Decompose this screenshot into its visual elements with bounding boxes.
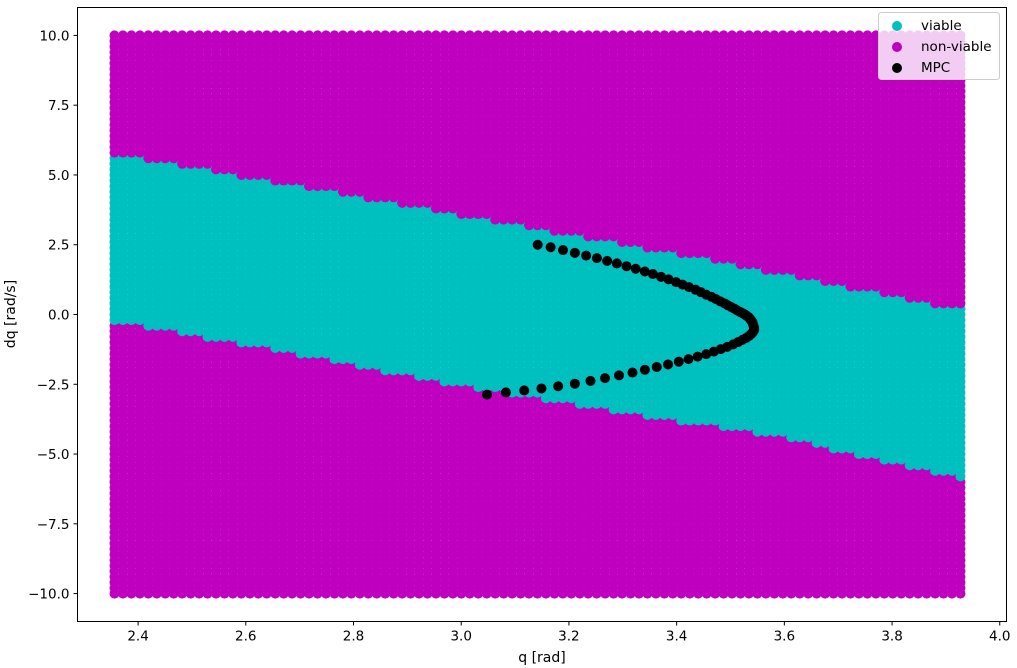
non-viable-point xyxy=(134,30,145,41)
non-viable-point xyxy=(109,30,120,41)
non-viable-point xyxy=(151,30,162,41)
non-viable-point xyxy=(143,30,154,41)
non-viable-point xyxy=(168,30,179,41)
non-viable-point xyxy=(126,30,137,41)
non-viable-point xyxy=(117,30,128,41)
non-viable-point xyxy=(160,30,171,41)
plot-area xyxy=(109,30,966,599)
